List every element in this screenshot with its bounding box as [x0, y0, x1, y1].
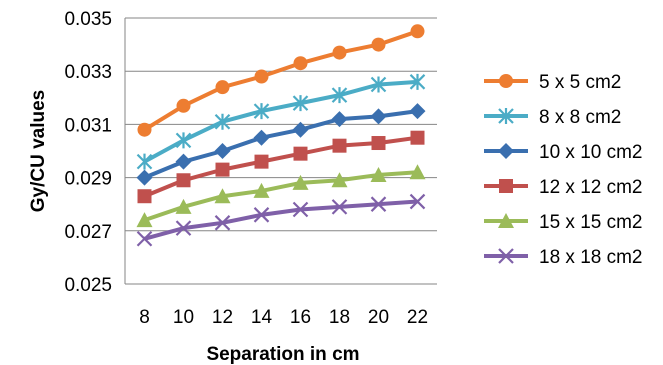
data-point — [137, 122, 152, 137]
data-point — [254, 69, 269, 84]
series-line — [143, 170, 418, 223]
data-point — [370, 166, 387, 182]
data-point — [499, 74, 513, 88]
x-tick-label: 22 — [407, 307, 428, 328]
data-point — [409, 164, 426, 180]
gridlines — [125, 17, 437, 232]
x-axis-title: Separation in cm — [206, 344, 359, 365]
x-tick-labels: 8 10 12 14 16 18 20 22 — [139, 307, 428, 328]
legend-label: 10 x 10 cm2 — [539, 142, 643, 163]
legend-label: 12 x 12 cm2 — [539, 177, 643, 198]
legend-label: 5 x 5 cm2 — [539, 72, 621, 93]
y-tick-label: 0.031 — [64, 115, 112, 136]
data-point — [137, 189, 152, 204]
data-point — [371, 136, 386, 151]
data-point — [215, 80, 230, 95]
series-1 — [137, 24, 425, 137]
data-point — [409, 73, 426, 90]
legend-item: 18 x 18 cm2 — [484, 247, 643, 268]
data-point — [136, 212, 153, 228]
y-tick-labels: 0.025 0.027 0.029 0.031 0.033 0.035 — [64, 9, 112, 296]
data-point — [253, 207, 270, 223]
data-point — [175, 220, 192, 236]
data-point — [292, 174, 309, 190]
data-point — [214, 188, 231, 204]
x-tick-label: 14 — [251, 307, 273, 328]
data-point — [214, 143, 231, 159]
data-point — [498, 143, 514, 159]
legend-item: 15 x 15 cm2 — [484, 212, 643, 233]
data-point — [370, 196, 387, 212]
data-point — [214, 113, 231, 130]
data-point — [253, 103, 270, 120]
y-tick-label: 0.025 — [64, 275, 112, 296]
data-point — [331, 172, 348, 188]
data-point — [410, 130, 425, 145]
data-point — [332, 45, 347, 60]
data-point — [253, 182, 270, 198]
data-point — [176, 98, 191, 113]
x-tick-label: 18 — [329, 307, 350, 328]
data-point — [409, 193, 426, 210]
data-point — [215, 162, 230, 177]
data-point — [293, 146, 308, 161]
data-point — [176, 173, 191, 188]
data-point — [499, 179, 513, 193]
data-point — [175, 132, 192, 149]
data-point — [175, 153, 192, 170]
y-tick-label: 0.027 — [64, 222, 112, 243]
legend-item: 8 x 8 cm2 — [484, 107, 621, 128]
data-point — [498, 108, 514, 124]
data-point — [331, 199, 348, 215]
data-point — [498, 213, 514, 228]
data-point — [370, 76, 387, 93]
y-tick-label: 0.033 — [64, 62, 112, 83]
legend-label: 15 x 15 cm2 — [539, 212, 643, 233]
series-line — [143, 199, 418, 241]
series-3 — [136, 103, 426, 186]
data-point — [253, 129, 270, 146]
data-point — [292, 95, 309, 112]
legend-item: 10 x 10 cm2 — [484, 142, 643, 163]
x-tick-label: 10 — [173, 307, 194, 328]
y-tick-label: 0.035 — [64, 9, 112, 30]
data-point — [410, 24, 425, 39]
data-point — [409, 103, 426, 120]
legend-label: 8 x 8 cm2 — [539, 107, 621, 128]
legend-item: 5 x 5 cm2 — [484, 72, 621, 93]
series-line — [143, 79, 418, 164]
data-point — [136, 231, 153, 247]
series-4 — [137, 130, 425, 204]
data-point — [175, 198, 192, 214]
y-tick-label: 0.029 — [64, 169, 112, 190]
series-5 — [136, 164, 426, 228]
data-point — [370, 108, 387, 125]
x-tick-label: 12 — [212, 307, 233, 328]
data-point — [293, 56, 308, 71]
data-point — [292, 201, 309, 218]
plot-area — [124, 17, 437, 285]
data-point — [254, 154, 269, 169]
data-point — [331, 111, 348, 128]
data-point — [371, 37, 386, 52]
data-point — [136, 153, 153, 170]
data-point — [136, 169, 153, 186]
series-2 — [136, 73, 426, 170]
legend: 5 x 5 cm2 8 x 8 cm2 10 x 10 cm2 12 x 12 cm2… — [484, 72, 643, 268]
data-point — [214, 215, 231, 231]
data-point — [332, 138, 347, 153]
series-6 — [136, 193, 426, 247]
data-point — [498, 248, 514, 264]
series-layer — [136, 24, 426, 247]
legend-item: 12 x 12 cm2 — [484, 177, 643, 198]
data-point — [292, 121, 309, 138]
x-tick-label: 20 — [368, 307, 389, 328]
y-axis-title: Gy/CU values — [28, 90, 49, 213]
data-point — [331, 87, 348, 104]
legend-label: 18 x 18 cm2 — [539, 247, 643, 268]
x-tick-label: 16 — [290, 307, 311, 328]
x-tick-label: 8 — [139, 307, 150, 328]
